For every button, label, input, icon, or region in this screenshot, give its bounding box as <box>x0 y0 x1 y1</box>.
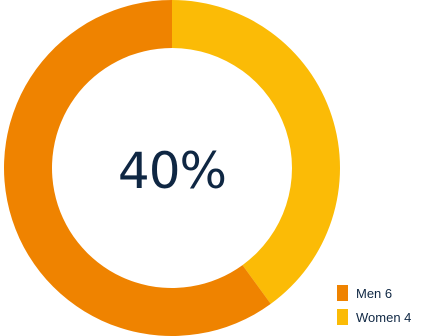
legend-swatch-men <box>337 285 348 301</box>
legend-label-men: Men 6 <box>356 285 393 301</box>
center-percentage-label: 40% <box>117 142 227 200</box>
legend: Men 6 Women 4 <box>337 283 411 331</box>
donut-slice-men <box>3 0 271 336</box>
legend-label-women: Women 4 <box>356 309 412 325</box>
legend-item-men: Men 6 <box>337 283 411 303</box>
legend-item-women: Women 4 <box>337 307 411 327</box>
donut-slice-women <box>172 0 341 304</box>
legend-swatch-women <box>337 309 348 325</box>
